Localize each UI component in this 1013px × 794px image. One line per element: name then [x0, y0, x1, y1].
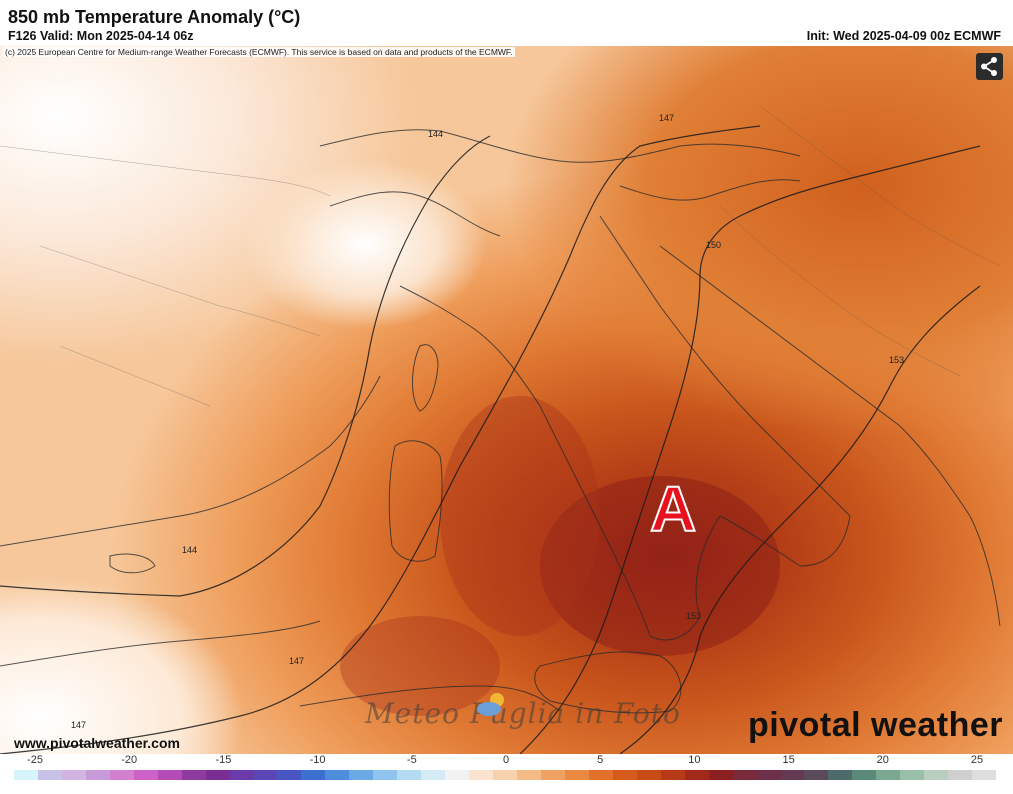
- colorbar-cell: [900, 770, 925, 780]
- colorbar-cell: [804, 770, 829, 780]
- map-title: 850 mb Temperature Anomaly (°C): [8, 7, 301, 27]
- colorbar-tick-label: 25: [970, 754, 984, 766]
- colorbar-tick-label: -15: [215, 754, 232, 766]
- colorbar-cell: [684, 770, 709, 780]
- colorbar-cell: [708, 770, 733, 780]
- colorbar-tick-label: 0: [502, 754, 510, 766]
- colorbar-cell: [564, 770, 589, 780]
- colorbar-cell: [85, 770, 110, 780]
- colorbar-cell: [205, 770, 230, 780]
- colorbar-cell: [588, 770, 613, 780]
- colorbar-cell: [540, 770, 565, 780]
- colorbar-cell: [636, 770, 661, 780]
- colorbar-cell: [612, 770, 637, 780]
- colorbar-tick-label: -10: [309, 754, 326, 766]
- colorbar-cell: [133, 770, 158, 780]
- colorbar-cell: [397, 770, 422, 780]
- colorbar-cell: [493, 770, 518, 780]
- colorbar-cell: [876, 770, 901, 780]
- colorbar-cell: [61, 770, 86, 780]
- colorbar-cell: [14, 770, 38, 780]
- colorbar-ticks: -25 -20 -15 -10 -5 0 5 10 15 20 25: [0, 754, 1013, 768]
- colorbar-tick-label: -20: [121, 754, 138, 766]
- colorbar-cell: [756, 770, 781, 780]
- colorbar-cell: [445, 770, 470, 780]
- colorbar-cell: [253, 770, 278, 780]
- temperature-anomaly-map: [0, 46, 1013, 754]
- colorbar-tick-label: -25: [27, 754, 43, 766]
- contour-label-147-southwest: 147: [289, 656, 305, 666]
- colorbar-tick-label: -5: [406, 754, 417, 766]
- brand-logo: pivotal weather: [747, 706, 1003, 744]
- colorbar-cell: [157, 770, 182, 780]
- colorbar-cell: [660, 770, 685, 780]
- colorbar-cell: [421, 770, 446, 780]
- colorbar-tick-label: 15: [782, 754, 795, 766]
- colorbar-cell: [924, 770, 949, 780]
- copyright-notice: (c) 2025 European Centre for Medium-rang…: [3, 47, 515, 57]
- colorbar: [14, 770, 997, 780]
- colorbar-cell: [229, 770, 254, 780]
- valid-time: F126 Valid: Mon 2025-04-14 06z: [8, 29, 194, 43]
- contour-label-147-north: 147: [659, 113, 675, 123]
- contour-label-150: 150: [706, 240, 722, 250]
- contour-label-153-south: 153: [686, 611, 702, 621]
- anticyclone-letter: A: [649, 473, 697, 545]
- share-icon: [981, 57, 997, 76]
- colorbar-cell: [37, 770, 62, 780]
- colorbar-cell: [469, 770, 494, 780]
- colorbar-tick-label: 20: [876, 754, 889, 766]
- colorbar-tick-label: 5: [597, 754, 604, 766]
- contour-label-147-corner: 147: [71, 720, 87, 730]
- contour-label-153-east: 153: [889, 355, 905, 365]
- website-url: www.pivotalweather.com: [14, 735, 180, 751]
- colorbar-tick-label: 10: [688, 754, 701, 766]
- share-button[interactable]: [976, 53, 1003, 80]
- watermark-text: Meteo Puglia in Foto: [365, 697, 681, 730]
- colorbar-cell: [349, 770, 374, 780]
- colorbar-cell: [181, 770, 206, 780]
- colorbar-cell: [373, 770, 398, 780]
- contour-label-144-north: 144: [428, 129, 444, 139]
- contour-label-144-west: 144: [182, 545, 198, 555]
- colorbar-cell: [828, 770, 853, 780]
- colorbar-cell: [277, 770, 302, 780]
- colorbar-cell: [780, 770, 805, 780]
- colorbar-cell: [948, 770, 973, 780]
- sun-cloud-icon: [477, 693, 504, 716]
- colorbar-cell: [852, 770, 877, 780]
- watermark-logo: Meteo Puglia in Foto: [365, 693, 681, 730]
- map-area[interactable]: [0, 46, 1013, 754]
- colorbar-cell: [972, 770, 997, 780]
- colorbar-cell: [301, 770, 326, 780]
- header: 850 mb Temperature Anomaly (°C) F126 Val…: [0, 0, 1013, 46]
- colorbar-cell: [517, 770, 541, 780]
- init-time: Init: Wed 2025-04-09 00z ECMWF: [806, 29, 1001, 43]
- colorbar-cell: [325, 770, 350, 780]
- colorbar-cell: [732, 770, 757, 780]
- colorbar-cell: [109, 770, 134, 780]
